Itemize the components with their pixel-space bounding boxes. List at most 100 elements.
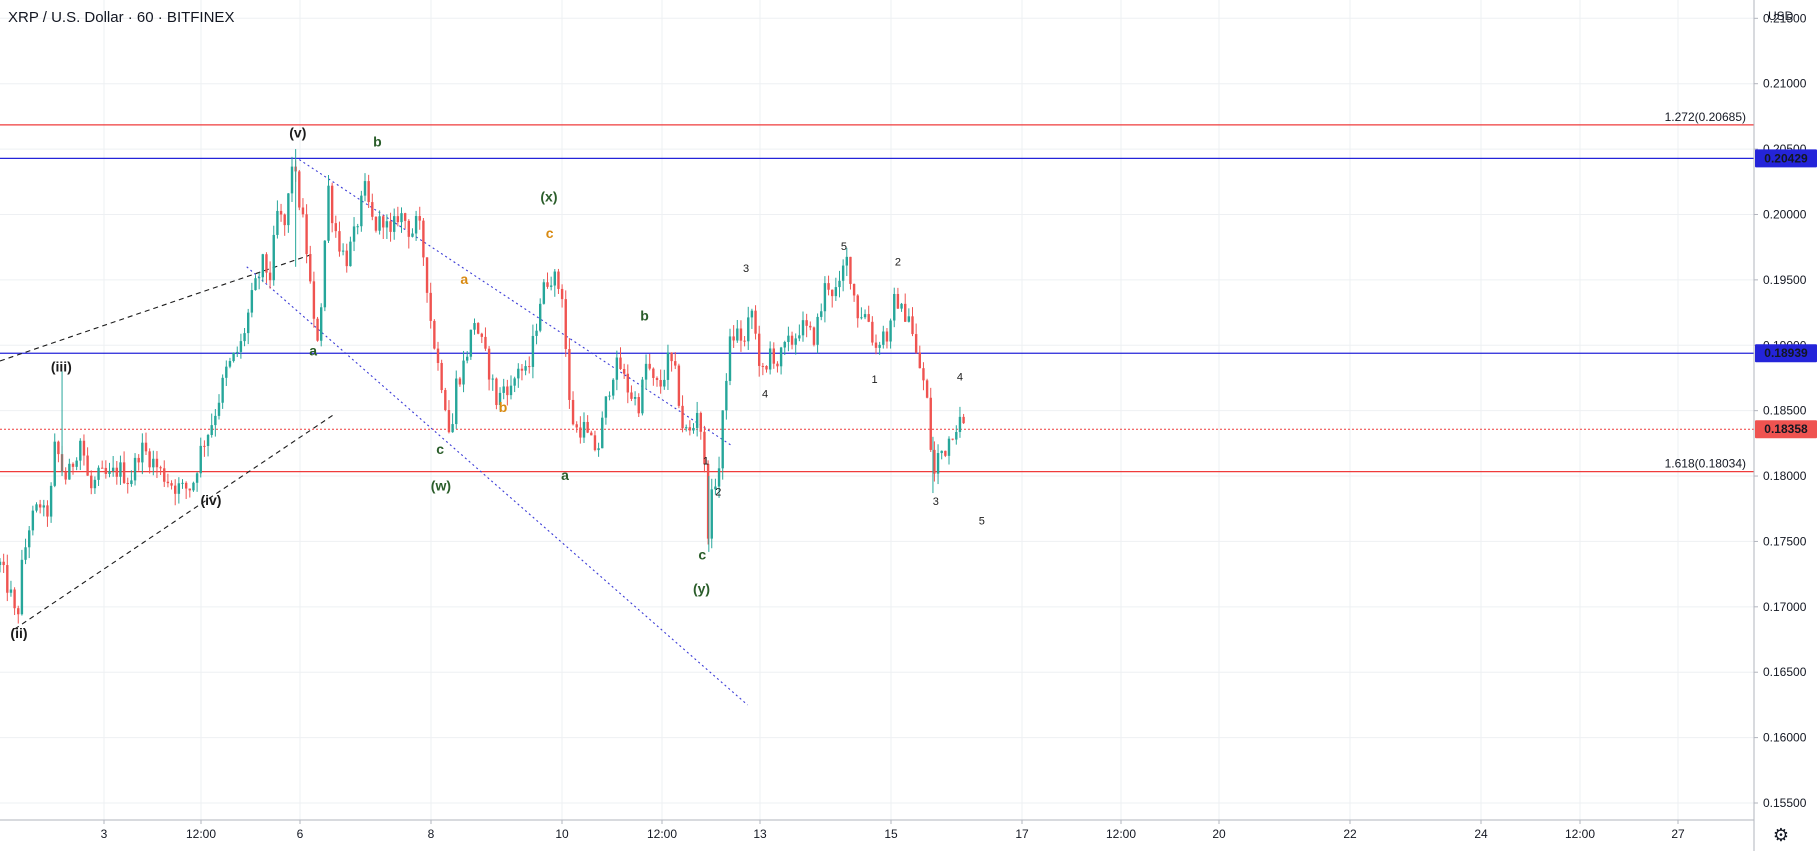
wave-label: (y)	[693, 581, 710, 597]
candle	[962, 413, 965, 424]
time-tick-label: 17	[1015, 827, 1029, 841]
candle	[779, 346, 783, 375]
candle	[68, 458, 71, 480]
candle-body	[794, 338, 797, 345]
candle-body	[257, 277, 261, 279]
candle-body	[604, 396, 608, 418]
wave-label: b	[499, 399, 508, 415]
candle	[6, 554, 9, 602]
candle	[758, 325, 761, 377]
candle-body	[247, 312, 250, 334]
candle	[579, 416, 582, 444]
price-tick-label: 0.21500	[1763, 11, 1807, 25]
candle	[192, 481, 195, 492]
wave-label: 5	[979, 515, 985, 527]
candle-body	[407, 220, 410, 237]
candle	[71, 462, 75, 475]
candle	[57, 440, 60, 463]
candle-body	[414, 216, 418, 234]
candle	[750, 308, 754, 329]
candle-body	[528, 366, 531, 368]
candle	[703, 425, 706, 473]
candle-body	[192, 482, 195, 491]
candle-body	[736, 328, 739, 341]
time-tick-label: 15	[884, 827, 898, 841]
candle-body	[455, 378, 458, 425]
candle	[170, 480, 173, 490]
wave-label: (v)	[289, 124, 306, 140]
grid	[0, 0, 1754, 820]
candle-body	[309, 254, 312, 282]
candle-body	[827, 283, 830, 290]
candle	[958, 406, 962, 438]
candle-body	[750, 310, 754, 318]
candle	[798, 324, 801, 342]
candle	[904, 293, 907, 322]
price-badge-label: 0.18939	[1764, 346, 1808, 360]
candle-body	[958, 416, 962, 432]
candle	[856, 294, 859, 328]
candle	[900, 302, 903, 312]
candle-body	[513, 378, 516, 386]
gear-icon[interactable]: ⚙	[1772, 825, 1790, 846]
wave-label: 2	[715, 487, 721, 499]
candle	[860, 307, 863, 320]
candle	[659, 369, 662, 394]
candle-body	[385, 221, 389, 228]
candle	[28, 526, 31, 559]
candle-body	[181, 482, 184, 484]
candle	[473, 318, 476, 335]
candle-body	[575, 424, 578, 428]
horizontal-levels: 1.272(0.20685) 1.618(0.18034)	[0, 110, 1754, 473]
candle	[411, 228, 414, 238]
time-axis-bg	[0, 820, 1818, 851]
candle	[38, 499, 42, 514]
candle	[188, 488, 191, 498]
candle	[130, 470, 133, 487]
candle-body	[626, 373, 629, 393]
wave-label: a	[561, 467, 569, 483]
candle	[338, 221, 341, 257]
candle	[279, 203, 283, 222]
price-badge-label: 0.18358	[1764, 422, 1808, 436]
candle-body	[929, 397, 932, 450]
candle	[272, 225, 275, 286]
candle-body	[911, 316, 914, 335]
candle	[352, 217, 356, 252]
candle	[447, 400, 451, 434]
candle-body	[166, 481, 170, 484]
candle-body	[152, 458, 155, 468]
candle-body	[466, 356, 469, 361]
candle	[871, 316, 874, 346]
candle-body	[330, 185, 334, 224]
candle-body	[2, 561, 5, 566]
candle-body	[451, 424, 454, 433]
candle-body	[86, 455, 89, 476]
candle-body	[323, 240, 327, 308]
candle	[849, 256, 852, 290]
candle	[692, 423, 695, 434]
candle	[374, 216, 378, 233]
candle	[2, 553, 5, 573]
candle	[104, 460, 108, 479]
candle-body	[425, 257, 429, 293]
candle	[641, 376, 644, 416]
candle	[323, 240, 327, 312]
price-badge	[1755, 344, 1817, 363]
candle-body	[955, 431, 958, 440]
candle-body	[90, 475, 93, 489]
wave-label: c	[436, 441, 444, 457]
candle	[312, 271, 316, 328]
candle	[389, 212, 392, 242]
candle	[345, 243, 348, 273]
candle-body	[754, 310, 757, 334]
candle-body	[476, 323, 480, 334]
candle	[287, 193, 290, 233]
candle-body	[374, 216, 378, 231]
candle-body	[878, 344, 881, 348]
candle	[739, 320, 743, 352]
candle	[82, 434, 86, 466]
